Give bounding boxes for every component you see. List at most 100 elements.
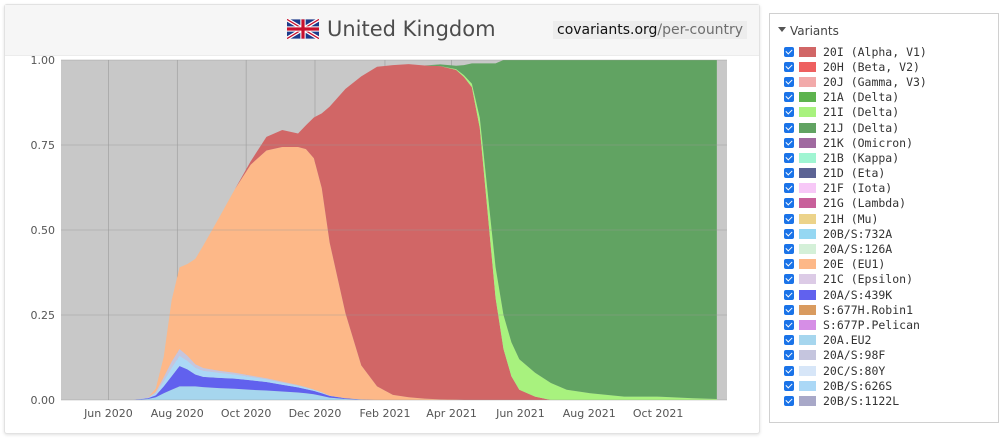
legend-item[interactable]: 21I (Delta) (784, 105, 927, 120)
y-tick-label: 0.25 (31, 309, 56, 322)
legend-label: 20A/S:98F (823, 348, 886, 363)
legend-checkbox[interactable] (784, 228, 794, 239)
legend-label: 21F (Iota) (823, 181, 893, 196)
source-link[interactable]: covariants.org/per-country (553, 21, 748, 39)
legend-checkbox[interactable] (784, 76, 794, 87)
legend-item[interactable]: 20J (Gamma, V3) (784, 74, 927, 89)
legend-item[interactable]: 21C (Epsilon) (784, 272, 927, 287)
legend-item[interactable]: S:677P.Pelican (784, 317, 927, 332)
page-title: United Kingdom (327, 17, 496, 41)
legend-checkbox[interactable] (784, 198, 794, 209)
legend-swatch (799, 137, 816, 148)
stacked-area-chart: 0.00 0.25 0.50 0.75 1.00 Jun 2020 Aug 2020 Oct … (31, 54, 727, 420)
legend-label: 20A.EU2 (823, 333, 872, 348)
legend-item[interactable]: 20A/S:439K (784, 287, 927, 302)
area-series (68, 64, 717, 400)
legend-checkbox[interactable] (784, 274, 794, 285)
legend-title-label: Variants (790, 24, 839, 38)
chart-card: United Kingdom covariants.org/per-countr… (4, 4, 760, 434)
legend-item[interactable]: 21G (Lambda) (784, 196, 927, 211)
legend-item[interactable]: 20B/S:1122L (784, 393, 927, 408)
legend-label: 20A/S:439K (823, 287, 893, 302)
legend-item[interactable]: 21J (Delta) (784, 120, 927, 135)
legend-checkbox[interactable] (784, 122, 794, 133)
area-series (68, 147, 717, 400)
legend-swatch (799, 107, 816, 118)
legend-swatch (799, 244, 816, 255)
legend-item[interactable]: 20B/S:732A (784, 226, 927, 241)
legend-label: 20I (Alpha, V1) (823, 44, 927, 59)
x-tick-label: Apr 2021 (426, 407, 477, 420)
legend-item[interactable]: 20A/S:98F (784, 348, 927, 363)
x-tick-label: Dec 2020 (289, 407, 342, 420)
legend-label: 21G (Lambda) (823, 196, 907, 211)
legend-label: 20C/S:80Y (823, 363, 886, 378)
legend-item[interactable]: 21H (Mu) (784, 211, 927, 226)
legend-item[interactable]: 20B/S:626S (784, 378, 927, 393)
y-tick-label: 0.50 (31, 224, 56, 237)
legend-label: 21J (Delta) (823, 120, 900, 135)
legend-swatch (799, 335, 816, 346)
x-tick-label: Aug 2020 (151, 407, 204, 420)
legend-item[interactable]: 20H (Beta, V2) (784, 59, 927, 74)
legend-swatch (799, 228, 816, 239)
legend-checkbox[interactable] (784, 335, 794, 346)
legend-item[interactable]: 20A/S:126A (784, 241, 927, 256)
legend-label: 21C (Epsilon) (823, 272, 914, 287)
legend-checkbox[interactable] (784, 61, 794, 72)
y-tick-label: 1.00 (31, 54, 56, 67)
legend-label: 20E (EU1) (823, 257, 886, 272)
legend-item[interactable]: 21K (Omicron) (784, 135, 927, 150)
legend-label: 20A/S:126A (823, 242, 893, 257)
legend-checkbox[interactable] (784, 365, 794, 376)
legend-label: 21D (Eta) (823, 166, 886, 181)
legend-list: 20I (Alpha, V1) 20H (Beta, V2) 20J (Gamma,… (784, 44, 927, 409)
legend-checkbox[interactable] (784, 168, 794, 179)
legend-swatch (799, 274, 816, 285)
legend-checkbox[interactable] (784, 319, 794, 330)
legend-checkbox[interactable] (784, 152, 794, 163)
legend-label: 20B/S:732A (823, 226, 893, 241)
legend-item[interactable]: 21A (Delta) (784, 90, 927, 105)
legend-checkbox[interactable] (784, 304, 794, 315)
legend-swatch (799, 92, 816, 103)
legend-swatch (799, 350, 816, 361)
legend-swatch (799, 168, 816, 179)
legend-checkbox[interactable] (784, 107, 794, 118)
legend-swatch (799, 259, 816, 270)
x-tick-label: Oct 2020 (221, 407, 272, 420)
legend-checkbox[interactable] (784, 259, 794, 270)
legend-swatch (799, 76, 816, 87)
legend-checkbox[interactable] (784, 380, 794, 391)
legend-item[interactable]: 20C/S:80Y (784, 363, 927, 378)
legend-swatch (799, 395, 816, 406)
source-host: covariants.org (557, 22, 658, 38)
legend-checkbox[interactable] (784, 395, 794, 406)
legend-swatch (799, 304, 816, 315)
legend-label: 21I (Delta) (823, 105, 900, 120)
legend-item[interactable]: 21B (Kappa) (784, 150, 927, 165)
legend-checkbox[interactable] (784, 92, 794, 103)
legend-item[interactable]: 21D (Eta) (784, 166, 927, 181)
legend-label: S:677P.Pelican (823, 317, 920, 332)
legend-checkbox[interactable] (784, 137, 794, 148)
legend-checkbox[interactable] (784, 46, 794, 57)
legend-item[interactable]: 20A.EU2 (784, 333, 927, 348)
legend-swatch (799, 319, 816, 330)
legend-swatch (799, 213, 816, 224)
legend-item[interactable]: 20I (Alpha, V1) (784, 44, 927, 59)
legend-toggle[interactable]: Variants (778, 24, 839, 38)
legend-checkbox[interactable] (784, 350, 794, 361)
legend-item[interactable]: S:677H.Robin1 (784, 302, 927, 317)
legend-checkbox[interactable] (784, 213, 794, 224)
legend-swatch (799, 61, 816, 72)
x-tick-label: Oct 2021 (633, 407, 684, 420)
legend-item[interactable]: 21F (Iota) (784, 181, 927, 196)
legend-label: S:677H.Robin1 (823, 302, 914, 317)
legend-checkbox[interactable] (784, 244, 794, 255)
legend-checkbox[interactable] (784, 289, 794, 300)
legend-checkbox[interactable] (784, 183, 794, 194)
legend-item[interactable]: 20E (EU1) (784, 257, 927, 272)
legend-label: 20B/S:626S (823, 378, 893, 393)
legend-label: 21H (Mu) (823, 211, 879, 226)
